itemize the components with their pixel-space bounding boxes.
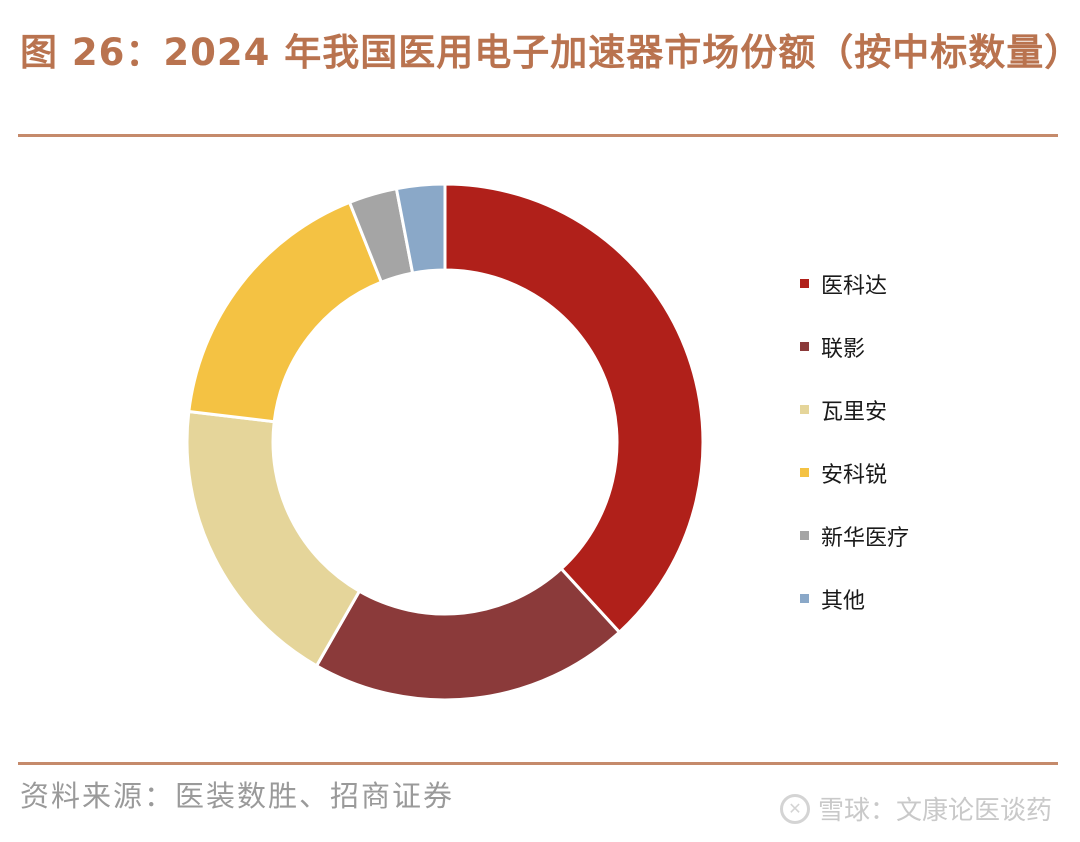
- legend-swatch: [800, 531, 809, 540]
- legend-item: 新华医疗: [800, 504, 909, 567]
- legend-item: 医科达: [800, 252, 909, 315]
- slice-2: [185, 409, 362, 668]
- legend-item: 其他: [800, 567, 909, 630]
- snowball-logo-icon: ✕: [779, 793, 810, 824]
- legend-label: 瓦里安: [821, 399, 888, 425]
- legend-item: 联影: [800, 315, 909, 378]
- legend-label: 新华医疗: [821, 525, 910, 551]
- source-note: 资料来源：医装数胜、招商证券: [20, 779, 455, 813]
- legend-swatch: [800, 342, 809, 351]
- slice-3: [187, 200, 384, 424]
- chart-legend: 医科达联影瓦里安安科锐新华医疗其他: [800, 252, 909, 630]
- legend-label: 联影: [821, 336, 866, 362]
- legend-label: 安科锐: [821, 462, 888, 488]
- chart-title: 图 26：2024 年我国医用电子加速器市场份额（按中标数量）: [20, 31, 1080, 74]
- legend-swatch: [800, 405, 809, 414]
- legend-swatch: [800, 594, 809, 603]
- source-divider: [18, 762, 1058, 765]
- watermark-text: 雪球：文康论医谈药: [817, 796, 1052, 826]
- legend-swatch: [800, 279, 809, 288]
- slice-1: [314, 566, 622, 702]
- legend-swatch: [800, 468, 809, 477]
- watermark: ✕ 雪球：文康论医谈药: [779, 790, 1052, 827]
- legend-item: 瓦里安: [800, 378, 909, 441]
- title-divider: [18, 134, 1058, 137]
- slice-5: [394, 182, 447, 275]
- legend-label: 医科达: [821, 273, 888, 299]
- legend-item: 安科锐: [800, 441, 909, 504]
- slice-0: [443, 182, 705, 635]
- legend-label: 其他: [821, 588, 866, 614]
- donut-chart: [185, 182, 705, 702]
